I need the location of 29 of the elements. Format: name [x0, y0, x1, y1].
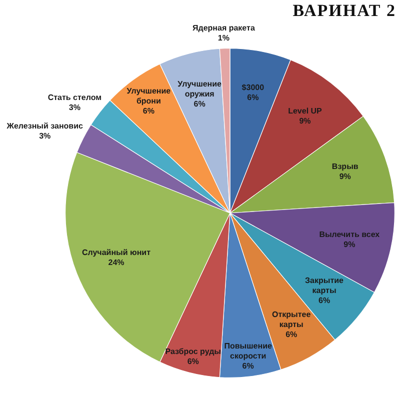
- slice-label: Стать стелом: [48, 93, 102, 102]
- data-label: 9%: [339, 172, 351, 181]
- data-label: 6%: [247, 93, 259, 102]
- slice-label: $3000: [242, 83, 265, 92]
- slice-label: Железный зановис: [6, 122, 84, 131]
- data-label: 6%: [286, 330, 298, 339]
- slice-label: Вылечить всех: [319, 230, 380, 239]
- data-label: 3%: [39, 132, 51, 141]
- slice-label: Закрытие карты: [305, 276, 344, 296]
- slice-label: Повышение скорости: [224, 341, 272, 360]
- slice-label: Взрыв: [332, 162, 358, 171]
- data-label: 9%: [344, 240, 356, 249]
- data-label: 24%: [108, 258, 124, 268]
- data-label: 1%: [218, 34, 230, 43]
- data-label: 6%: [242, 361, 254, 370]
- data-label: 9%: [299, 116, 311, 126]
- slice-label: Открытее карты: [272, 310, 312, 329]
- data-label: 3%: [68, 103, 80, 112]
- slice-label: Улучшение брони: [126, 86, 172, 106]
- data-label: 6%: [318, 296, 330, 306]
- slice-label: Level UP: [288, 106, 323, 116]
- slice-label: Случайный юнит: [82, 248, 151, 258]
- slice-label: Разброс руды: [165, 346, 222, 356]
- chart-title: ВАРИНАТ 2: [292, 1, 396, 21]
- data-label: 6%: [142, 106, 154, 116]
- data-label: 6%: [187, 356, 199, 366]
- slice-label: Улучшение оружия: [178, 80, 222, 99]
- slice-label: Ядерная ракета: [192, 24, 256, 33]
- data-label: 6%: [194, 100, 206, 109]
